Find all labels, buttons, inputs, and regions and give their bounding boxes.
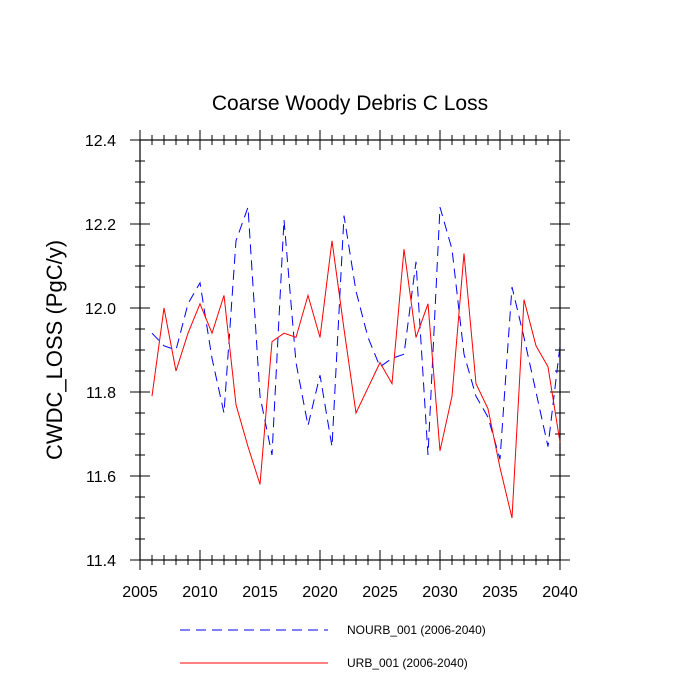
y-tick-label: 12.2 <box>85 217 116 234</box>
series-line-1 <box>151 207 561 460</box>
x-tick-label: 2035 <box>482 584 518 601</box>
y-tick-labels: 11.4 11.6 11.8 12.0 12.2 12.4 <box>85 133 116 570</box>
chart-title: Coarse Woody Debris C Loss <box>212 92 488 115</box>
x-tick-label: 2025 <box>362 584 398 601</box>
y-tick-label: 11.8 <box>86 385 116 402</box>
plot-frame <box>139 139 561 561</box>
axis-ticks <box>130 130 570 570</box>
y-axis-label: CWDC_LOSS (PgC/y) <box>42 240 67 460</box>
series-line-2 <box>151 240 561 519</box>
x-tick-label: 2030 <box>422 584 458 601</box>
x-tick-label: 2005 <box>122 584 158 601</box>
x-tick-labels: 2005 2010 2015 2020 2025 2030 2035 2040 <box>122 584 578 601</box>
legend: NOURB_001 (2006-2040) URB_001 (2006-2040) <box>180 623 486 670</box>
x-tick-label: 2040 <box>542 584 578 601</box>
y-tick-label: 12.0 <box>85 301 116 318</box>
y-tick-label: 11.4 <box>86 553 116 570</box>
series-group <box>151 207 561 519</box>
x-tick-label: 2015 <box>242 584 278 601</box>
legend-label-1: NOURB_001 (2006-2040) <box>347 623 486 637</box>
legend-label-2: URB_001 (2006-2040) <box>347 656 468 670</box>
y-tick-label: 11.6 <box>86 469 116 486</box>
y-tick-label: 12.4 <box>85 133 116 150</box>
plot-border <box>139 139 561 561</box>
x-tick-label: 2020 <box>302 584 338 601</box>
x-tick-label: 2010 <box>182 584 218 601</box>
